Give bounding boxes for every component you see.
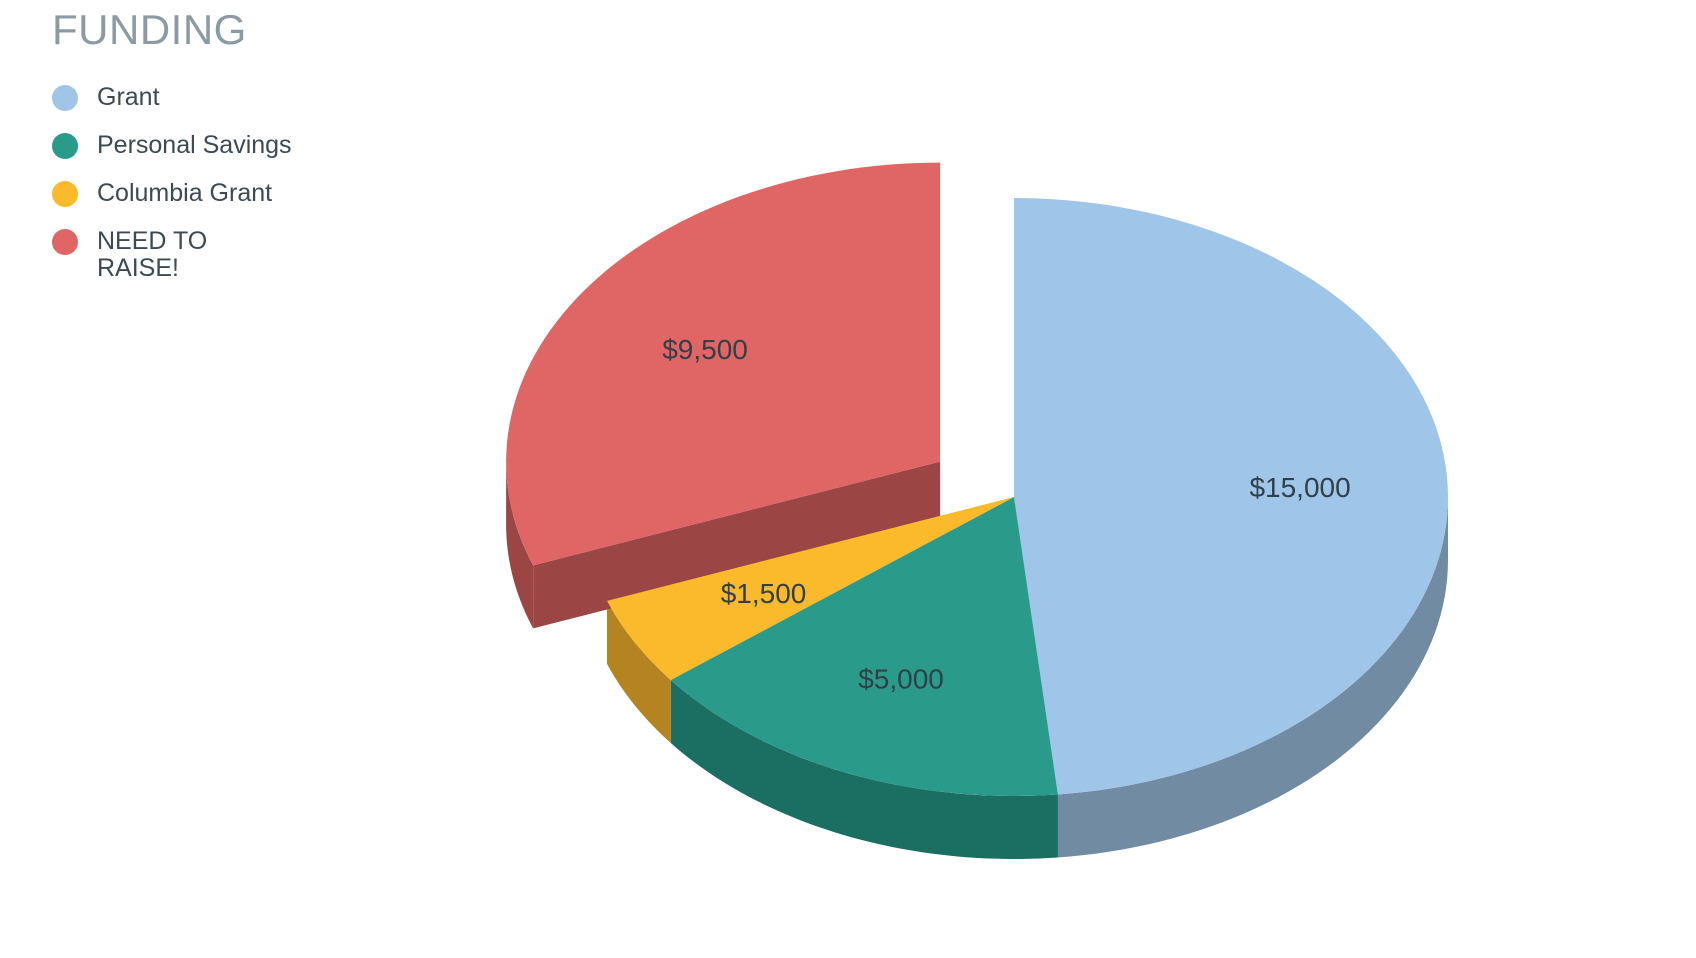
pie-slice-need-to-raise[interactable]: [506, 162, 941, 566]
pie-rim-columbia-grant: [607, 600, 671, 744]
chart-title: FUNDING: [52, 6, 247, 53]
legend-label-personal-savings: Personal Savings: [97, 131, 292, 159]
pie-side-layer: [506, 461, 1448, 859]
pie-slice-grant[interactable]: [1014, 198, 1448, 795]
legend-item-personal-savings[interactable]: Personal Savings: [52, 132, 352, 160]
pie-label-layer: $15,000 $5,000 $1,500 $9,500: [662, 334, 1350, 695]
pie-slice-personal-savings[interactable]: [670, 497, 1058, 796]
pie-rim-need-to-raise: [506, 461, 534, 629]
legend-swatch-need-to-raise: [52, 229, 78, 255]
pie-inner-face-need-to-raise-0: [533, 461, 941, 629]
pie-label-need-to-raise: $9,500: [662, 334, 748, 365]
pie-rim-personal-savings: [670, 680, 1058, 859]
legend-item-grant[interactable]: Grant: [52, 84, 352, 112]
legend-item-need-to-raise[interactable]: NEED TO RAISE!: [52, 228, 352, 282]
pie-label-grant: $15,000: [1249, 472, 1350, 503]
legend-label-grant: Grant: [97, 83, 160, 111]
legend-label-columbia-grant: Columbia Grant: [97, 179, 273, 207]
pie-top-layer: [506, 162, 1448, 796]
legend-label-need-to-raise: NEED TO RAISE!: [97, 227, 208, 282]
legend: Grant Personal Savings Columbia Grant NE…: [52, 84, 352, 302]
pie-label-columbia-grant: $1,500: [721, 578, 807, 609]
pie-rim-grant: [1057, 497, 1448, 858]
legend-swatch-grant: [52, 85, 78, 111]
legend-swatch-columbia-grant: [52, 181, 78, 207]
pie-label-personal-savings: $5,000: [858, 663, 944, 694]
legend-swatch-personal-savings: [52, 133, 78, 159]
legend-item-columbia-grant[interactable]: Columbia Grant: [52, 180, 352, 208]
pie-slice-columbia-grant[interactable]: [607, 497, 1014, 681]
